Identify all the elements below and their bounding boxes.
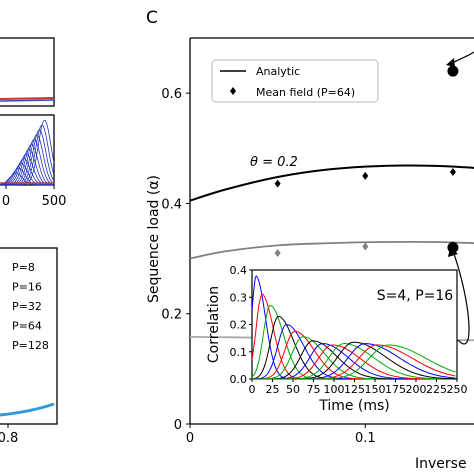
middle-left-panel-frame bbox=[0, 114, 55, 186]
inset-y-tick-label: 0.0 bbox=[230, 373, 248, 386]
inset-x-axis-label: Time (ms) bbox=[318, 398, 390, 414]
highlight-point bbox=[447, 65, 459, 77]
top-left-panel-curve bbox=[0, 99, 55, 102]
top-left-panel-frame bbox=[0, 37, 55, 107]
mean-field-marker bbox=[274, 179, 281, 188]
inset-y-tick-label: 0.1 bbox=[230, 346, 248, 359]
inset-x-tick-label: 200 bbox=[406, 383, 427, 396]
y-tick-label: 0 bbox=[174, 418, 182, 433]
x-tick-label: 0 bbox=[186, 431, 194, 446]
mean-field-marker bbox=[362, 242, 369, 251]
top-left-panel-curve bbox=[0, 97, 55, 100]
legend-entry: P=16 bbox=[12, 281, 42, 294]
inset-x-tick-label: 225 bbox=[426, 383, 447, 396]
y-tick-label: 0.4 bbox=[161, 197, 182, 212]
inset-y-tick-label: 0.3 bbox=[230, 291, 248, 304]
inset-x-tick-label: 250 bbox=[447, 383, 468, 396]
analytic-curve bbox=[189, 164, 474, 202]
arrow-to-point bbox=[451, 51, 474, 64]
y-tick-label: 0.6 bbox=[161, 87, 182, 102]
x-tick-label: 0 bbox=[2, 194, 10, 209]
inset-x-tick-label: 150 bbox=[365, 383, 386, 396]
x-tick-label: 500 bbox=[42, 194, 67, 209]
legend-entry: P=8 bbox=[12, 261, 35, 274]
legend-label-analytic: Analytic bbox=[256, 65, 300, 78]
inset-x-tick-label: 100 bbox=[324, 383, 345, 396]
x-axis-label: Inverse bbox=[415, 456, 467, 472]
curve-annotation: θ = 0.2 bbox=[250, 155, 298, 170]
legend-entry: P=128 bbox=[12, 339, 49, 352]
mean-field-marker bbox=[274, 249, 281, 258]
inset-x-tick-label: 50 bbox=[286, 383, 300, 396]
inset-x-tick-label: 25 bbox=[266, 383, 280, 396]
inset-x-tick-label: 0 bbox=[249, 383, 256, 396]
correlation-curve bbox=[251, 344, 456, 380]
inset-y-tick-label: 0.2 bbox=[230, 319, 248, 332]
mean-field-marker bbox=[362, 171, 369, 180]
legend-marker-mean-field bbox=[230, 87, 236, 95]
x-tick-label: 0.1 bbox=[355, 431, 376, 446]
legend-entry: P=64 bbox=[12, 320, 42, 333]
inset-title: S=4, P=16 bbox=[377, 288, 454, 304]
y-axis-label: Sequence load (α) bbox=[146, 175, 162, 303]
inset-y-axis-label: Correlation bbox=[206, 286, 222, 363]
inset-x-tick-label: 125 bbox=[344, 383, 365, 396]
panel-label: C bbox=[146, 8, 158, 28]
bottom-left-panel-frame bbox=[0, 247, 58, 425]
inset-y-tick-label: 0.4 bbox=[230, 264, 248, 277]
legend-label-mean-field: Mean field (P=64) bbox=[256, 86, 355, 99]
y-tick-label: 0.2 bbox=[161, 308, 182, 323]
inset-x-tick-label: 175 bbox=[385, 383, 406, 396]
arrow-head bbox=[448, 247, 458, 257]
arrow-to-point bbox=[453, 253, 470, 345]
legend-entry: P=32 bbox=[12, 300, 42, 313]
analytic-curve bbox=[189, 240, 474, 260]
inset-x-tick-label: 75 bbox=[307, 383, 321, 396]
bottom-left-panel-curve bbox=[0, 402, 55, 417]
arrow-head bbox=[446, 58, 455, 67]
legend-box bbox=[211, 59, 379, 103]
x-tick-label: 0.8 bbox=[0, 431, 18, 446]
mean-field-marker bbox=[449, 167, 456, 176]
